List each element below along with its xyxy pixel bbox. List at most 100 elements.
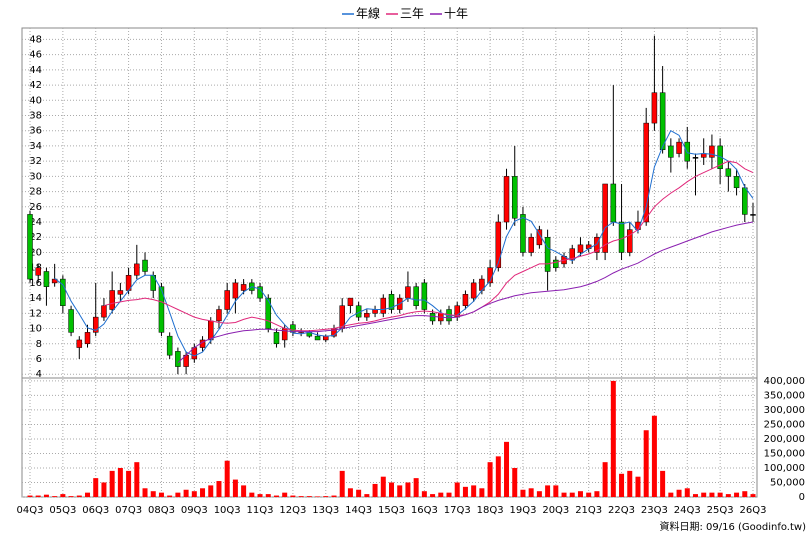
y-tick-label: 34: [29, 141, 42, 152]
candle-body: [314, 335, 321, 341]
y-tick-label: 44: [29, 65, 42, 76]
volume-bar: [380, 476, 386, 497]
volume-bar: [167, 495, 173, 497]
y2-tick-label: 100,000: [764, 463, 805, 474]
volume-bar: [282, 492, 288, 497]
volume-bar: [52, 496, 58, 497]
volume-bar: [273, 495, 279, 497]
volume-bar: [717, 492, 723, 497]
candle-body: [709, 145, 715, 158]
volume-bar: [117, 467, 123, 497]
y2-tick-label: 0: [799, 492, 805, 503]
candle-body: [166, 335, 173, 356]
candle-body: [421, 282, 428, 310]
volume-bar: [619, 473, 625, 497]
candle-body: [43, 271, 50, 287]
x-tick-label: 19Q3: [509, 505, 536, 516]
volume-bar: [504, 441, 510, 497]
candle-body: [627, 229, 633, 253]
candle-body: [668, 145, 674, 158]
volume-bar: [397, 485, 403, 497]
candle-body: [51, 278, 58, 284]
y-tick-label: 6: [36, 354, 42, 365]
candle-body: [553, 259, 559, 268]
candle-body: [610, 183, 617, 223]
candle-body: [347, 297, 354, 306]
y-tick-label: 8: [36, 339, 42, 350]
candle-body: [528, 236, 534, 253]
volume-bar: [676, 489, 682, 497]
x-tick-label: 16Q3: [411, 505, 438, 516]
volume-bar: [668, 492, 674, 497]
volume-bar: [602, 462, 608, 497]
volume-bar: [454, 482, 460, 497]
volume-bar: [76, 495, 82, 497]
candle-body: [380, 297, 387, 314]
y-tick-label: 20: [29, 247, 42, 258]
volume-bar: [643, 430, 649, 497]
candle-body: [117, 290, 124, 295]
y-tick-label: 10: [29, 324, 42, 335]
plot-frame: [21, 27, 758, 498]
volume-bar: [627, 470, 633, 497]
candle-body: [60, 278, 66, 306]
candle-body: [520, 214, 526, 253]
candle-body: [27, 214, 33, 280]
candle-body: [676, 141, 682, 154]
candle-body: [240, 284, 247, 291]
x-tick-label: 21Q3: [575, 505, 602, 516]
candle-body: [232, 282, 239, 299]
legend-label: 十年: [444, 7, 468, 21]
candle-body: [725, 168, 732, 177]
volume-bar: [561, 492, 567, 497]
y2-tick-label: 50,000: [770, 477, 805, 488]
volume-bar: [734, 492, 740, 497]
x-tick-label: 20Q3: [542, 505, 569, 516]
volume-bar: [471, 485, 477, 497]
y-tick-label: 40: [29, 95, 42, 106]
candle-body: [717, 145, 723, 170]
y2-tick-label: 400,000: [764, 376, 805, 387]
y-tick-label: 4: [36, 369, 42, 380]
volume-bar: [158, 492, 164, 497]
candle-body: [511, 176, 518, 219]
volume-bar: [364, 494, 370, 497]
candle-body: [536, 229, 543, 246]
candle-body: [733, 176, 740, 189]
volume-bar: [372, 483, 378, 497]
volume-bar: [495, 456, 501, 497]
y-tick-label: 46: [29, 50, 42, 61]
candle-body: [577, 244, 584, 253]
volume-bar: [692, 494, 698, 497]
x-tick-label: 25Q3: [707, 505, 734, 516]
x-tick-label: 22Q3: [608, 505, 635, 516]
volume-bar: [421, 491, 427, 497]
y2-tick-label: 150,000: [764, 448, 805, 459]
volume-bar: [265, 494, 271, 497]
legend-label: 三年: [400, 7, 424, 21]
volume-bar: [200, 488, 206, 497]
y2-tick-label: 350,000: [764, 390, 805, 401]
volume-bar: [528, 488, 534, 497]
volume-bar: [750, 494, 756, 497]
x-tick-label: 14Q3: [345, 505, 372, 516]
volume-bar: [347, 488, 353, 497]
x-tick-label: 07Q3: [115, 505, 142, 516]
candle-body: [503, 176, 510, 223]
x-tick-label: 23Q3: [641, 505, 668, 516]
volume-bar: [594, 491, 600, 497]
volume-bar: [651, 415, 657, 497]
candle-body: [84, 332, 91, 345]
y-tick-label: 42: [29, 80, 42, 91]
candle-body: [158, 286, 165, 333]
volume-bar: [224, 460, 230, 497]
x-tick-label: 09Q3: [181, 505, 208, 516]
candle-body: [76, 339, 83, 348]
source-note: 資料日期: 09/16 (Goodinfo.tw): [659, 520, 806, 533]
volume-bar: [93, 478, 99, 497]
volume-bar: [27, 495, 33, 497]
candle-body: [208, 320, 214, 341]
volume-bar: [109, 470, 115, 497]
candle-body: [142, 259, 148, 272]
volume-bar: [150, 491, 156, 497]
